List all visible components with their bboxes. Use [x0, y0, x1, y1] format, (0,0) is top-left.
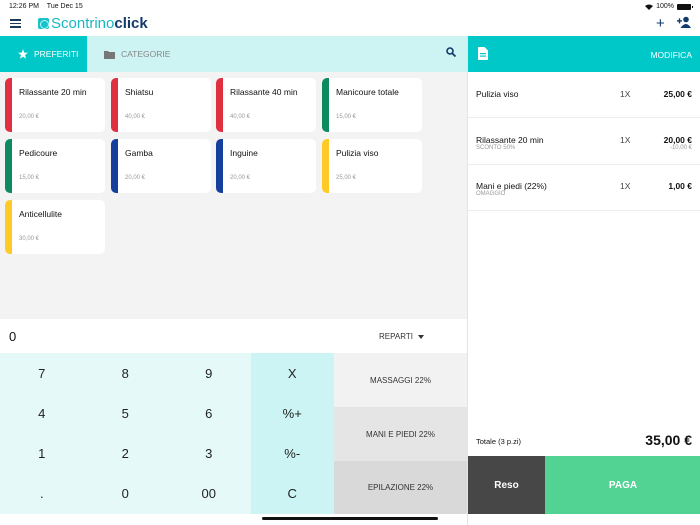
key-8[interactable]: 8	[83, 353, 167, 394]
logo-mark-icon	[38, 18, 49, 29]
tab-categorie[interactable]: CATEGORIE	[104, 36, 170, 72]
plus-icon[interactable]: +	[656, 15, 665, 32]
product-card[interactable]: Pulizia viso 25,00 €	[322, 139, 422, 193]
product-card[interactable]: Gamba 20,00 €	[111, 139, 211, 193]
key-7[interactable]: 7	[0, 353, 84, 394]
tab-bar: PREFERITI CATEGORIE	[0, 36, 467, 72]
total-value: 35,00 €	[645, 432, 692, 448]
key-3[interactable]: 3	[167, 433, 251, 474]
category-color-bar	[322, 78, 329, 132]
category-color-bar	[111, 78, 118, 132]
reso-button[interactable]: Reso	[468, 456, 545, 514]
key-1[interactable]: 1	[0, 433, 84, 474]
key-6[interactable]: 6	[167, 393, 251, 434]
hamburger-icon[interactable]	[10, 19, 21, 28]
key-percent-minus[interactable]: %-	[250, 433, 334, 474]
modifica-button[interactable]: MODIFICA	[650, 50, 692, 60]
receipt-line[interactable]: Pulizia viso 1X 25,00 €	[468, 72, 700, 118]
receipt-line[interactable]: Rilassante 20 min SCONTO 50% 1X 20,00 € …	[468, 119, 700, 165]
category-color-bar	[111, 139, 118, 193]
receipt-panel: MODIFICA Pulizia viso 1X 25,00 € Rilassa…	[467, 36, 700, 525]
favorites-grid: Rilassante 20 min 20,00 € Shiatsu 40,00 € …	[0, 72, 467, 319]
category-color-bar	[5, 139, 12, 193]
department-epilazione[interactable]: EPILAZIONE 22%	[334, 461, 467, 514]
home-indicator[interactable]	[262, 517, 438, 520]
add-user-icon[interactable]	[677, 16, 691, 28]
product-card[interactable]: Shiatsu 40,00 €	[111, 78, 211, 132]
folder-icon	[104, 50, 115, 59]
receipt-line[interactable]: Mani e piedi (22%) OMAGGIO 1X 1,00 €	[468, 165, 700, 211]
product-card[interactable]: Manicoure totale 15,00 €	[322, 78, 422, 132]
department-mani-e-piedi[interactable]: MANI E PIEDI 22%	[334, 407, 467, 461]
key-percent-plus[interactable]: %+	[250, 393, 334, 434]
key-5[interactable]: 5	[83, 393, 167, 434]
caret-down-icon	[417, 334, 424, 339]
battery-icon	[677, 3, 693, 10]
product-card[interactable]: Pedicoure 15,00 €	[5, 139, 105, 193]
key-decimal[interactable]: .	[0, 473, 84, 514]
key-2[interactable]: 2	[83, 433, 167, 474]
amount-value: 0	[9, 329, 17, 344]
reparti-dropdown[interactable]: REPARTI	[379, 332, 424, 341]
key-4[interactable]: 4	[0, 393, 84, 434]
product-card[interactable]: Rilassante 20 min 20,00 €	[5, 78, 105, 132]
category-color-bar	[322, 139, 329, 193]
status-date: Tue Dec 15	[46, 3, 83, 10]
star-icon	[18, 49, 28, 59]
category-color-bar	[216, 139, 223, 193]
category-color-bar	[216, 78, 223, 132]
product-card[interactable]: Inguine 20,00 €	[216, 139, 316, 193]
product-card[interactable]: Anticellulite 30,00 €	[5, 200, 105, 254]
category-color-bar	[5, 200, 12, 254]
receipt-total: Totale (3 p.zi) 35,00 €	[468, 424, 700, 456]
key-00[interactable]: 00	[167, 473, 251, 514]
document-icon	[478, 47, 488, 60]
department-massaggi[interactable]: MASSAGGI 22%	[334, 353, 467, 407]
tab-preferiti[interactable]: PREFERITI	[0, 36, 87, 72]
search-icon[interactable]	[446, 47, 456, 57]
key-0[interactable]: 0	[83, 473, 167, 514]
status-bar: 12:26 PM Tue Dec 15 100%	[0, 0, 700, 13]
key-multiply[interactable]: X	[250, 353, 334, 394]
key-clear[interactable]: C	[250, 473, 334, 514]
app-logo: Scontrino click	[38, 15, 148, 32]
amount-display: 0 REPARTI	[0, 320, 467, 353]
battery-percent: 100%	[656, 3, 674, 10]
wifi-icon	[645, 4, 654, 10]
key-9[interactable]: 9	[167, 353, 251, 394]
total-label: Totale (3 p.zi)	[476, 437, 522, 446]
category-color-bar	[5, 78, 12, 132]
numeric-keypad: 7 8 9 X 4 5 6 %+ 1 2 3 %- . 0 00 C	[0, 353, 334, 514]
status-time: 12:26 PM	[9, 3, 39, 10]
app-bar: Scontrino click +	[0, 13, 700, 35]
product-card[interactable]: Rilassante 40 min 40,00 €	[216, 78, 316, 132]
receipt-header: MODIFICA	[468, 36, 700, 72]
paga-button[interactable]: PAGA	[545, 456, 700, 514]
